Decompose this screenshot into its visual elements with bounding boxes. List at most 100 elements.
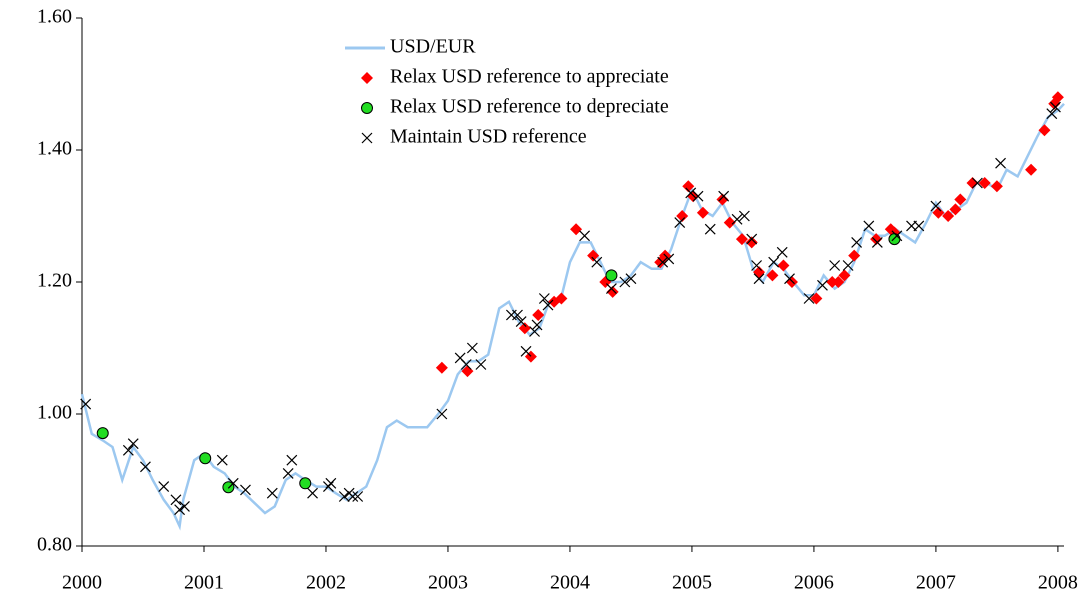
point [971, 177, 983, 189]
point [570, 223, 583, 236]
point [913, 220, 925, 232]
point [888, 233, 901, 246]
point [723, 216, 736, 229]
x-tick-label: 2006 [794, 572, 834, 594]
point [776, 246, 788, 258]
point [995, 157, 1006, 169]
point [282, 467, 294, 479]
point [466, 342, 478, 354]
point [966, 177, 979, 189]
point [745, 236, 758, 249]
y-tick-label: 1.60 [37, 6, 72, 28]
point [286, 454, 298, 466]
legend-swatch [361, 72, 373, 84]
x-tick-label: 2003 [428, 572, 468, 594]
point [870, 233, 883, 246]
point [542, 299, 554, 311]
point [1046, 108, 1058, 120]
point [731, 213, 743, 225]
point [174, 504, 186, 516]
point [848, 249, 861, 262]
point [222, 481, 235, 494]
point [619, 276, 631, 288]
point [766, 269, 779, 282]
point [158, 481, 170, 493]
point [746, 233, 758, 245]
point [751, 260, 763, 271]
point [803, 293, 815, 304]
legend-label: Maintain USD reference [390, 126, 587, 148]
y-tick-label: 0.80 [37, 534, 72, 556]
point [692, 190, 704, 202]
point [682, 180, 695, 193]
point [515, 316, 527, 328]
point [127, 438, 139, 450]
point [891, 230, 903, 242]
point [140, 461, 151, 473]
point [227, 477, 239, 489]
point [753, 273, 765, 285]
point [436, 408, 448, 420]
point [735, 233, 748, 246]
point [606, 285, 619, 298]
point [657, 256, 669, 268]
point [704, 223, 716, 235]
point [299, 477, 312, 490]
x-tick-label: 2000 [62, 572, 102, 594]
y-tick-label: 1.00 [37, 402, 72, 424]
x-tick-label: 2007 [916, 572, 956, 594]
point [949, 203, 962, 216]
x-tick-label: 2002 [306, 572, 346, 594]
x-tick-label: 2004 [550, 572, 590, 594]
point [475, 359, 487, 370]
point [352, 491, 364, 502]
point [307, 487, 318, 499]
point [817, 279, 828, 291]
point [338, 491, 350, 502]
point [829, 260, 841, 271]
point [591, 256, 603, 268]
legend-label: USD/EUR [390, 36, 476, 58]
point [738, 210, 750, 222]
point [266, 487, 278, 499]
point [435, 361, 448, 374]
point [990, 180, 1003, 193]
point [532, 309, 545, 321]
point [531, 319, 543, 331]
point [1038, 124, 1051, 137]
point [784, 273, 795, 285]
point [1050, 101, 1061, 113]
point [96, 427, 109, 440]
point [851, 236, 863, 248]
legend-swatch [361, 132, 373, 144]
point [80, 398, 92, 410]
x-tick-label: 2008 [1038, 572, 1078, 594]
y-tick-label: 1.20 [37, 270, 72, 292]
point [216, 454, 228, 466]
x-tick-label: 2001 [184, 572, 224, 594]
point [674, 217, 686, 229]
point [240, 484, 251, 496]
point [170, 494, 182, 506]
point [460, 359, 472, 370]
point [606, 283, 617, 295]
point [930, 200, 942, 212]
point [199, 452, 212, 465]
point [529, 326, 540, 337]
point [676, 210, 689, 222]
point [179, 500, 190, 512]
point [842, 260, 854, 271]
point [1025, 163, 1038, 176]
point [512, 309, 523, 321]
point [605, 269, 618, 282]
line-series [80, 102, 1065, 531]
point [810, 292, 823, 305]
point [122, 444, 134, 456]
point [954, 193, 967, 206]
point [832, 276, 845, 288]
point [718, 190, 730, 202]
point [579, 230, 591, 242]
x-tick-label: 2005 [672, 572, 712, 594]
point [555, 292, 568, 305]
